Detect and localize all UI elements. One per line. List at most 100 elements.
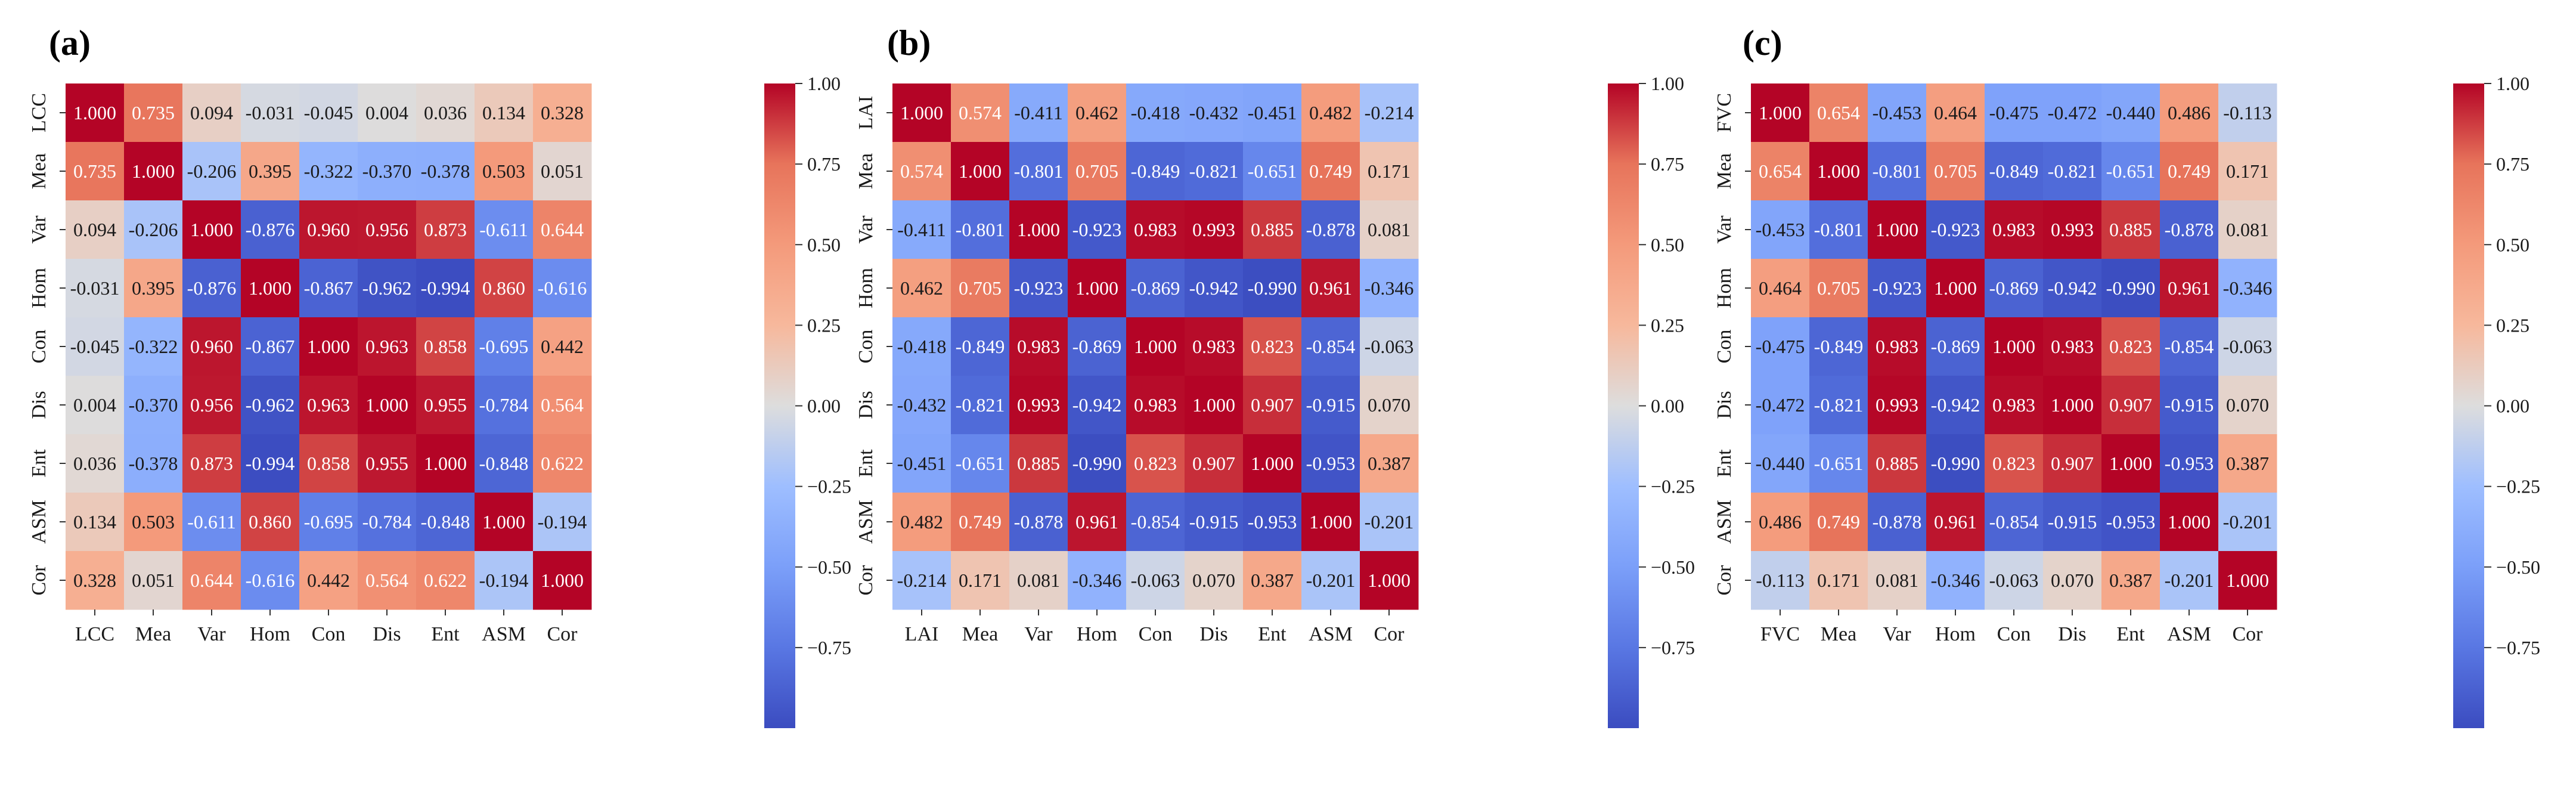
heatmap-cell — [2160, 317, 2219, 376]
heatmap-cell — [1126, 259, 1185, 318]
x-tick-label: Con — [1997, 623, 2031, 645]
cell-value-label: 1.000 — [307, 336, 350, 357]
cell-value-label: -0.346 — [1365, 277, 1414, 299]
y-tick-label: Hom — [28, 268, 50, 308]
colorbar-tick-label: 0.00 — [2496, 395, 2529, 417]
cell-value-label: 0.705 — [1817, 277, 1860, 299]
heatmap-cell — [2160, 434, 2219, 493]
cell-value-label: -0.651 — [2106, 160, 2156, 182]
cell-value-label: -0.942 — [1189, 277, 1239, 299]
colorbar-tick-label: 0.75 — [1651, 153, 1684, 175]
cell-value-label: 1.000 — [1817, 160, 1860, 182]
cell-value-label: 0.983 — [1134, 219, 1177, 240]
heatmap-cell — [358, 376, 417, 435]
heatmap-cell — [951, 142, 1010, 201]
heatmap-cell — [1926, 493, 1985, 552]
heatmap-cell — [1009, 259, 1068, 318]
x-tick-label: FVC — [1760, 623, 1800, 645]
heatmap-cell — [1185, 259, 1244, 318]
cell-value-label: -0.475 — [1756, 336, 1805, 357]
cell-value-label: -0.411 — [1014, 102, 1062, 123]
cell-value-label: 1.000 — [1368, 570, 1411, 591]
heatmap-cell — [1751, 551, 1810, 610]
heatmap-cell — [2101, 259, 2160, 318]
heatmap-cell — [951, 259, 1010, 318]
cell-value-label: -0.994 — [246, 453, 295, 474]
heatmap-cell — [1243, 434, 1302, 493]
x-tick-label: Dis — [1199, 623, 1227, 645]
heatmap-cell — [1360, 83, 1419, 143]
cell-value-label: 0.960 — [190, 336, 233, 357]
heatmap-cell — [124, 493, 183, 552]
cell-value-label: -0.953 — [1306, 453, 1356, 474]
cell-value-label: 0.387 — [2226, 453, 2269, 474]
heatmap-cell — [1301, 434, 1360, 493]
cell-value-label: 1.000 — [1759, 102, 1802, 123]
cell-value-label: 0.081 — [1017, 570, 1060, 591]
cell-value-label: -0.915 — [1189, 511, 1239, 533]
cell-value-label: 1.000 — [1251, 453, 1294, 474]
cell-value-label: 1.000 — [1309, 511, 1352, 533]
heatmap-cell — [2218, 551, 2277, 610]
heatmap-cell — [358, 434, 417, 493]
heatmap-cell — [1868, 200, 1927, 259]
heatmap-cell — [1301, 83, 1360, 143]
heatmap-cell — [1126, 376, 1185, 435]
y-tick-label: LCC — [28, 93, 50, 132]
heatmap-cell — [66, 376, 125, 435]
cell-value-label: 0.955 — [424, 394, 467, 416]
cell-value-label: -0.045 — [304, 102, 354, 123]
heatmap-cell — [1751, 142, 1810, 201]
cell-value-label: 0.387 — [1368, 453, 1411, 474]
heatmap-cell — [1126, 434, 1185, 493]
heatmap-cell — [1126, 493, 1185, 552]
heatmap-cell — [182, 551, 241, 610]
cell-value-label: -0.346 — [1931, 570, 1980, 591]
cell-value-label: 0.823 — [1134, 453, 1177, 474]
cell-value-label: -0.990 — [1931, 453, 1980, 474]
y-tick-label: Con — [1713, 330, 1735, 364]
heatmap-cell — [533, 493, 592, 552]
cell-value-label: 0.081 — [2226, 219, 2269, 240]
cell-value-label: 0.081 — [1368, 219, 1411, 240]
heatmap-cell — [1751, 83, 1810, 143]
heatmap-cell — [951, 83, 1010, 143]
cell-value-label: 0.134 — [73, 511, 116, 533]
cell-value-label: -0.194 — [479, 570, 529, 591]
heatmap-cell — [533, 434, 592, 493]
cell-value-label: -0.475 — [1989, 102, 2039, 123]
cell-value-label: 0.462 — [900, 277, 943, 299]
heatmap-cell — [1126, 317, 1185, 376]
heatmap-cell — [1185, 434, 1244, 493]
x-tick-label: Hom — [1077, 623, 1117, 645]
heatmap-cell — [892, 83, 951, 143]
y-tick-label: Cor — [855, 565, 877, 596]
cell-value-label: -0.849 — [1989, 160, 2039, 182]
cell-value-label: 0.993 — [1192, 219, 1235, 240]
heatmap-cell — [182, 142, 241, 201]
cell-value-label: -0.370 — [129, 394, 178, 416]
heatmap-cell — [1068, 83, 1127, 143]
cell-value-label: 0.961 — [1309, 277, 1352, 299]
cell-value-label: 0.907 — [2109, 394, 2152, 416]
heatmap-cell — [1751, 493, 1810, 552]
heatmap-cell — [1751, 376, 1810, 435]
cell-value-label: 0.395 — [249, 160, 292, 182]
heatmap-cell — [533, 200, 592, 259]
colorbar-tick-label: 0.75 — [807, 153, 841, 175]
colorbar-tick-label: −0.50 — [1651, 556, 1695, 578]
heatmap-cell — [2218, 493, 2277, 552]
heatmap-cell — [475, 200, 534, 259]
cell-value-label: 0.823 — [2109, 336, 2152, 357]
cell-value-label: 0.956 — [365, 219, 408, 240]
cell-value-label: 0.574 — [959, 102, 1002, 123]
cell-value-label: -0.801 — [1014, 160, 1064, 182]
cell-value-label: -0.346 — [2223, 277, 2273, 299]
cell-value-label: -0.869 — [1931, 336, 1980, 357]
heatmap-cell — [416, 259, 475, 318]
y-tick-label: Dis — [1713, 391, 1735, 419]
heatmap-cell — [1926, 317, 1985, 376]
cell-value-label: -0.849 — [1131, 160, 1180, 182]
cell-value-label: -0.878 — [1306, 219, 1356, 240]
heatmap-cell — [1809, 200, 1868, 259]
